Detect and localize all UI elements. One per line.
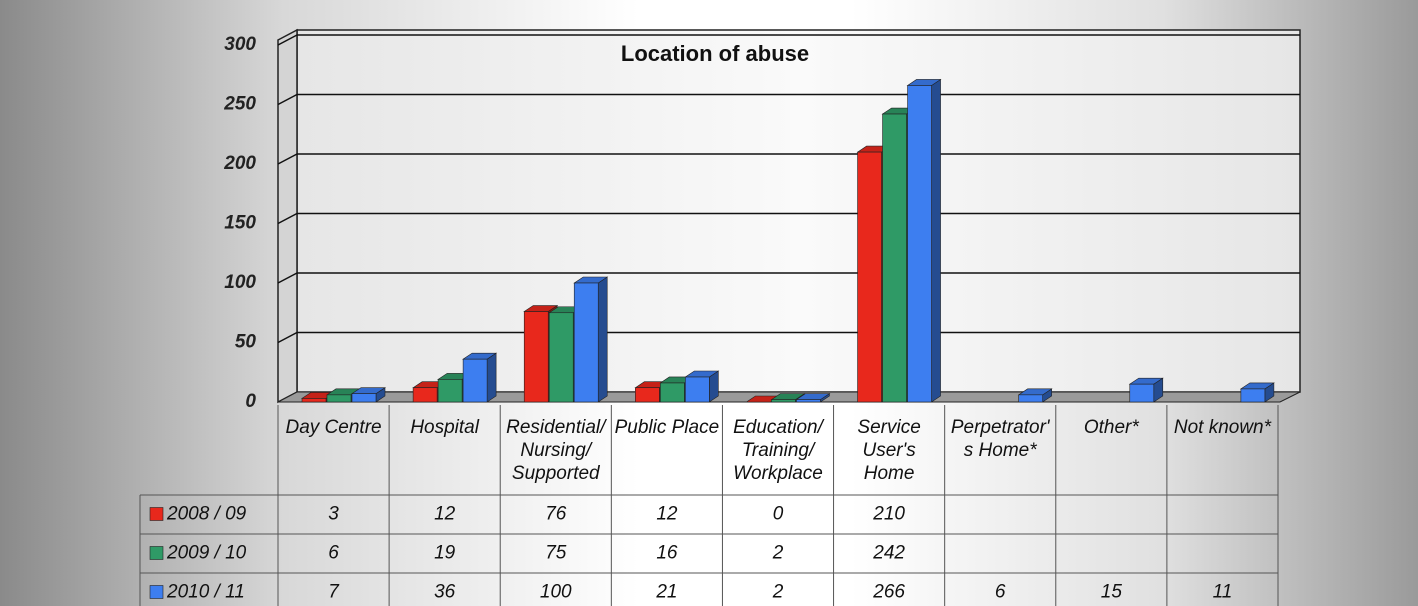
legend-swatch xyxy=(149,585,164,599)
bar-side xyxy=(597,276,608,403)
bar-side xyxy=(931,78,941,403)
table-value: 242 xyxy=(872,543,905,564)
y-tick-label: 200 xyxy=(223,153,256,174)
table-value: 16 xyxy=(656,543,678,564)
legend-label: 2008 / 09 xyxy=(166,504,247,525)
category-label: Service User's Home xyxy=(857,417,921,484)
grid-line-side xyxy=(277,331,298,344)
bar-front xyxy=(412,387,438,403)
side-wall xyxy=(277,28,298,404)
legend-swatch xyxy=(149,546,164,560)
bar xyxy=(906,78,942,403)
table-value: 12 xyxy=(434,504,456,525)
category-label: Not known* xyxy=(1173,417,1272,438)
table-value: 6 xyxy=(995,582,1006,603)
table-value: 6 xyxy=(328,543,339,564)
table-value: 2 xyxy=(772,582,784,603)
grid-line xyxy=(277,212,1300,225)
bar-side xyxy=(486,352,497,403)
category-label: Residential/ Nursing/ Supported xyxy=(506,417,606,484)
category-label: Day Centre xyxy=(285,417,382,438)
bar xyxy=(351,387,386,403)
back-wall xyxy=(296,29,1301,393)
table-value: 76 xyxy=(545,504,567,525)
table-value: 266 xyxy=(872,582,905,603)
y-tick-label: 50 xyxy=(235,332,257,353)
table-value: 100 xyxy=(540,582,572,603)
bar-front xyxy=(1240,388,1266,403)
y-tick-label: 150 xyxy=(224,213,256,234)
legend-label: 2010 / 11 xyxy=(166,582,245,603)
bar-front xyxy=(523,311,549,403)
bar-front xyxy=(907,85,932,403)
table-value: 3 xyxy=(328,504,339,525)
bar-front xyxy=(548,312,574,403)
bar-front xyxy=(1018,394,1043,403)
category-label: Other* xyxy=(1083,417,1139,438)
legend-label: 2009 / 10 xyxy=(166,543,247,564)
y-tick-label: 250 xyxy=(223,94,256,115)
bar xyxy=(1017,388,1053,403)
y-tick-label: 0 xyxy=(245,391,256,412)
legend-swatch xyxy=(149,507,164,521)
grid-line xyxy=(277,153,1300,165)
grid-line xyxy=(277,34,1300,46)
table-value: 2 xyxy=(772,543,784,564)
bar-front xyxy=(351,393,377,403)
table-value: 12 xyxy=(656,504,678,525)
bar-front xyxy=(301,398,327,403)
bar-front xyxy=(635,387,660,403)
grid-line xyxy=(277,272,1300,284)
grid-line-side xyxy=(277,153,298,165)
bar-front xyxy=(660,382,685,403)
bar xyxy=(684,370,720,403)
category-label: Education/ Training/ Workplace xyxy=(733,417,823,484)
bar-front xyxy=(573,282,599,403)
y-tick-label: 300 xyxy=(224,34,256,55)
bar-front xyxy=(771,399,796,403)
bar xyxy=(1128,377,1164,403)
bar xyxy=(795,393,831,403)
table-value: 11 xyxy=(1213,582,1233,603)
bar xyxy=(1239,382,1275,403)
grid-line-side xyxy=(277,212,298,225)
bar-front xyxy=(882,113,907,403)
bar-front xyxy=(796,399,821,403)
chart-title: Location of abuse xyxy=(621,41,809,66)
table-value: 75 xyxy=(545,543,567,564)
table-value: 21 xyxy=(655,582,677,603)
table-value: 36 xyxy=(434,582,456,603)
bar-front xyxy=(1129,383,1155,403)
grid-line-side xyxy=(277,272,298,284)
table-value: 15 xyxy=(1101,582,1123,603)
grid-line xyxy=(277,331,1300,344)
table-value: 0 xyxy=(773,504,784,525)
grid-line-side xyxy=(277,93,298,106)
y-tick-label: 100 xyxy=(224,272,256,293)
bar-front xyxy=(462,358,488,403)
bar-front xyxy=(857,151,882,403)
table-value: 210 xyxy=(872,504,905,525)
bar-front xyxy=(326,394,352,403)
bar-front xyxy=(437,379,463,403)
table-value: 19 xyxy=(434,543,456,564)
bar xyxy=(462,352,498,403)
bar-front xyxy=(685,376,710,403)
category-label: Perpetrator's Home* xyxy=(950,417,1050,461)
category-label: Hospital xyxy=(410,417,479,438)
table-value: 7 xyxy=(328,582,340,603)
grid-line-side xyxy=(277,34,298,46)
bar xyxy=(573,276,609,403)
grid-line xyxy=(277,93,1300,106)
category-label: Public Place xyxy=(614,417,720,438)
